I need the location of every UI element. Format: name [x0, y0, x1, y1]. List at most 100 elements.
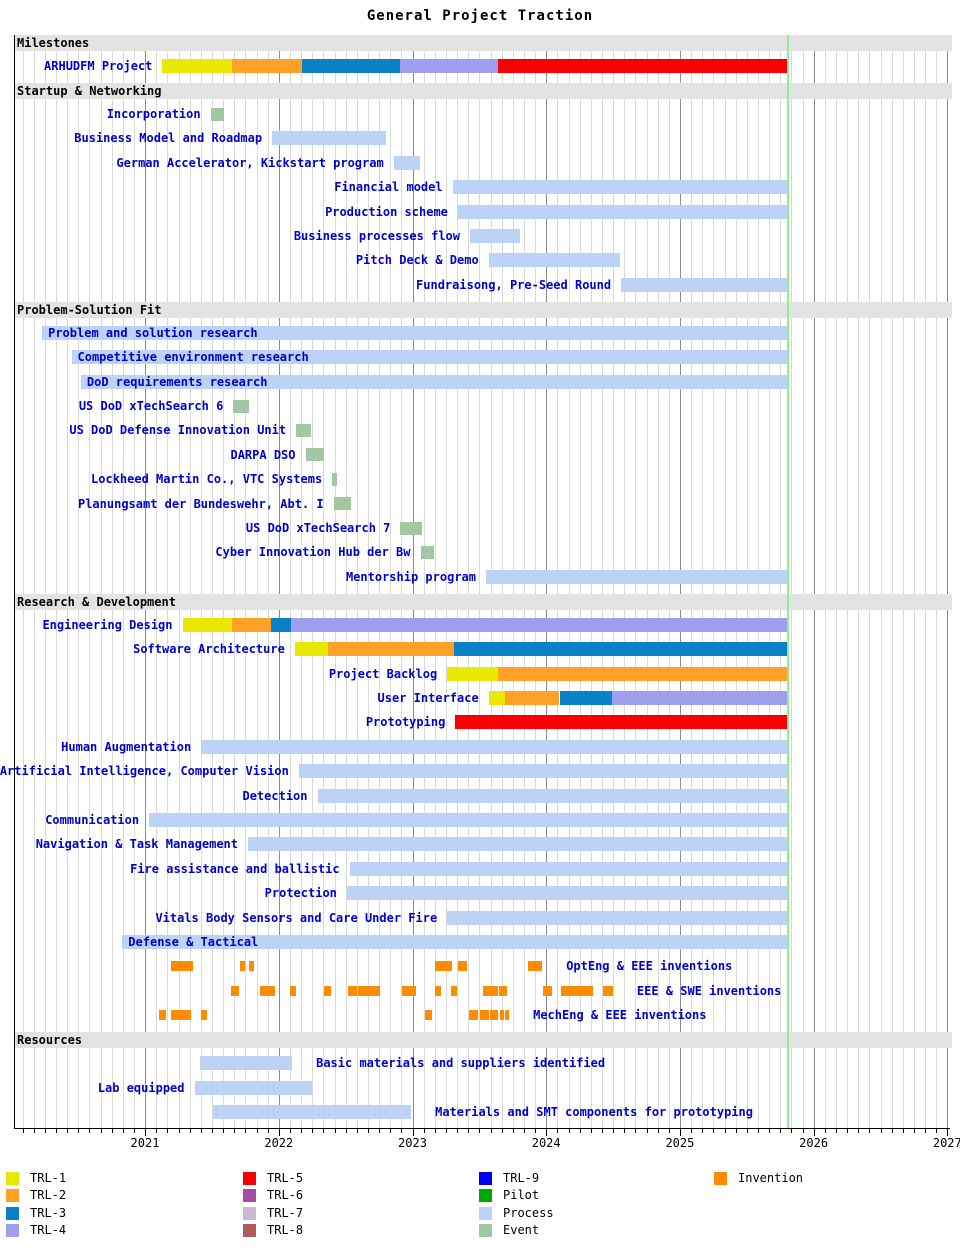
- bar-segment: [447, 666, 498, 681]
- gridline-month: [44, 35, 46, 1128]
- legend-swatch: [243, 1224, 256, 1238]
- x-axis-month-tick: [646, 1129, 648, 1133]
- x-axis-month-tick: [111, 1129, 113, 1133]
- x-axis-month-tick: [557, 1129, 559, 1133]
- task-label: Mentorship program: [345, 569, 476, 584]
- task-label: Defense & Tactical: [128, 935, 259, 949]
- x-axis-month-tick: [33, 1129, 35, 1133]
- legend-swatch: [243, 1172, 256, 1185]
- legend-swatch: [6, 1224, 19, 1238]
- gridline-month: [390, 35, 392, 1128]
- bar-segment: [457, 204, 787, 219]
- x-axis-month-tick: [590, 1129, 592, 1133]
- gridline-month: [245, 35, 247, 1128]
- gridline-month: [223, 35, 224, 1128]
- legend-swatch: [243, 1189, 256, 1203]
- invention-marker: [425, 1010, 433, 1021]
- x-axis-month-tick: [156, 1129, 158, 1133]
- bar-segment: [162, 59, 232, 73]
- x-axis-month-tick: [22, 1129, 24, 1133]
- x-axis-month-tick: [423, 1129, 425, 1133]
- x-axis-year-label: 2027: [932, 1136, 960, 1150]
- x-axis-month-tick: [936, 1129, 938, 1133]
- x-axis-month-tick: [891, 1129, 893, 1133]
- x-axis-month-tick: [635, 1129, 637, 1133]
- x-axis-month-tick: [913, 1129, 915, 1133]
- bar-segment: [488, 253, 620, 268]
- legend-label: Invention: [738, 1171, 804, 1185]
- invention-marker: [561, 985, 593, 996]
- invention-marker: [458, 961, 468, 972]
- invention-marker: [348, 985, 358, 996]
- gridline-month: [423, 35, 425, 1128]
- task-label: Business processes flow: [293, 229, 460, 243]
- gridline-year: [278, 35, 280, 1128]
- x-axis-month-tick: [902, 1129, 904, 1133]
- x-axis-month-tick: [858, 1129, 860, 1133]
- x-axis-month-tick: [267, 1129, 269, 1133]
- x-axis-month-tick: [490, 1129, 492, 1133]
- bar-segment: [80, 374, 787, 389]
- event-marker: [210, 107, 224, 121]
- bar-segment: [504, 691, 560, 705]
- gridline-month: [312, 35, 314, 1128]
- task-label: EEE & SWE inventions: [636, 983, 782, 998]
- x-axis-month-tick: [401, 1129, 403, 1133]
- x-axis-month-tick: [445, 1129, 447, 1133]
- legend-swatch: [6, 1172, 19, 1185]
- x-axis-month-tick: [245, 1129, 247, 1133]
- x-axis-month-tick: [78, 1129, 80, 1133]
- task-label: Detection: [242, 788, 308, 803]
- legend-label: TRL-1: [30, 1171, 67, 1185]
- invention-marker: [505, 1010, 510, 1021]
- invention-marker: [480, 1010, 490, 1021]
- x-axis-month-tick: [468, 1129, 470, 1133]
- invention-marker: [240, 961, 246, 972]
- gridline-month: [156, 35, 158, 1128]
- task-label: Incorporation: [106, 107, 201, 121]
- legend-label: TRL-9: [503, 1171, 540, 1185]
- bar-segment: [201, 739, 787, 754]
- gridline-month: [835, 35, 837, 1128]
- gridline-month: [913, 35, 915, 1128]
- x-axis-month-tick: [757, 1129, 759, 1133]
- invention-marker: [358, 985, 381, 996]
- gridline-month: [869, 35, 871, 1128]
- x-axis-month-tick: [691, 1129, 692, 1133]
- invention-marker: [499, 985, 508, 996]
- bar-segment: [452, 180, 787, 195]
- bar-segment: [621, 277, 787, 292]
- legend-label: TRL-8: [267, 1223, 304, 1238]
- gridline-month: [479, 35, 481, 1128]
- event-marker: [333, 497, 351, 511]
- x-axis-month-tick: [501, 1129, 503, 1133]
- event-marker: [332, 472, 338, 486]
- x-axis-month-tick: [89, 1129, 91, 1133]
- task-label: Lab equipped: [97, 1080, 185, 1095]
- task-label: Navigation & Task Management: [35, 837, 238, 852]
- invention-marker: [171, 1010, 192, 1021]
- x-axis-year-label: 2026: [799, 1136, 829, 1150]
- x-axis-year-label: 2023: [398, 1136, 427, 1150]
- gridline-month: [434, 35, 436, 1128]
- task-label: DARPA DSO: [230, 447, 296, 462]
- x-axis-year-tick: [278, 1129, 280, 1136]
- task-label: Fundraisong, Pre-Seed Round: [416, 277, 612, 292]
- task-label: OptEng & EEE inventions: [566, 959, 733, 974]
- x-axis-month-tick: [769, 1129, 770, 1133]
- bar-segment: [453, 642, 787, 657]
- legend-swatch: [714, 1172, 727, 1185]
- gridline-month: [200, 35, 202, 1128]
- legend-label: TRL-7: [267, 1205, 304, 1220]
- bar-segment: [298, 764, 787, 779]
- x-axis-month-tick: [167, 1129, 169, 1133]
- bar-segment: [486, 569, 787, 584]
- event-marker: [233, 399, 250, 413]
- invention-marker: [260, 985, 276, 996]
- x-axis-month-tick: [312, 1129, 314, 1133]
- gridline-month: [133, 35, 135, 1128]
- invention-marker: [324, 985, 332, 996]
- bar-segment: [559, 691, 612, 705]
- x-axis-month-tick: [55, 1129, 57, 1133]
- x-axis-month-tick: [200, 1129, 202, 1133]
